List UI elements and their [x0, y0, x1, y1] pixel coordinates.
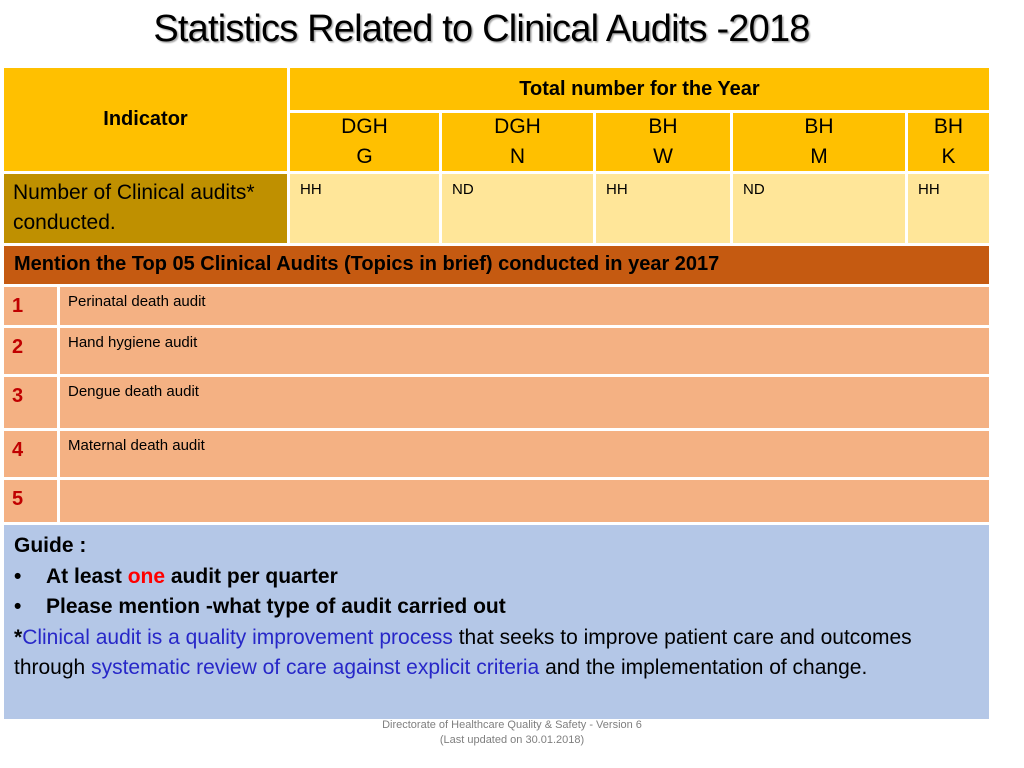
column-header-bhw: BH W: [596, 113, 730, 171]
column-header-line1: BH: [933, 115, 964, 138]
guide-bullet-1: • At least one audit per quarter: [14, 562, 979, 593]
column-header-line2: M: [810, 145, 828, 168]
guide-heading: Guide :: [14, 534, 87, 557]
audit-row-topic: Perinatal death audit: [60, 287, 989, 325]
column-header-line2: G: [356, 145, 373, 168]
guide-bullet-2-text: Please mention -what type of audit carri…: [46, 595, 506, 618]
guide-note: *Clinical audit is a quality improvement…: [14, 623, 979, 684]
bullet-icon: •: [14, 564, 22, 588]
indicator-value-bhm: ND: [733, 174, 905, 243]
page-title: Statistics Related to Clinical Audits -2…: [153, 8, 810, 50]
column-header-line1: BH: [804, 115, 834, 138]
column-header-dghn: DGH N: [442, 113, 593, 171]
column-header-line2: N: [509, 145, 526, 168]
indicator-header-label: Indicator: [103, 108, 188, 130]
top-audits-banner: Mention the Top 05 Clinical Audits (Topi…: [4, 246, 989, 284]
column-header-line1: BH: [648, 115, 678, 138]
guide-bullet-1-pre: At least: [46, 564, 128, 588]
guide-note-mid: that seeks to improve patient care and o…: [14, 625, 912, 680]
indicator-value-dghg: HH: [290, 174, 439, 243]
indicator-header: Indicator: [4, 68, 287, 171]
audit-row-number: 5: [4, 480, 57, 522]
audit-row-number: 2: [4, 328, 57, 374]
column-header-line2: K: [941, 145, 956, 168]
column-header-bhm: BH M: [733, 113, 905, 171]
total-header-label: Total number for the Year: [519, 77, 760, 100]
footer: Directorate of Healthcare Quality & Safe…: [312, 718, 712, 748]
footer-line-1: Directorate of Healthcare Quality & Safe…: [382, 719, 642, 731]
bullet-icon: •: [14, 595, 22, 618]
audit-row-topic: [60, 480, 989, 522]
column-header-line1: DGH: [494, 115, 541, 138]
indicator-value-bhk: HH: [908, 174, 989, 243]
guide-bullet-1-highlight: one: [127, 564, 166, 588]
column-header-line1: DGH: [341, 115, 388, 138]
guide-bullet-2: • Please mention -what type of audit carr…: [14, 592, 979, 623]
audit-row-number: 1: [4, 287, 57, 325]
audit-row-topic: Maternal death audit: [60, 431, 989, 477]
indicator-value-dghn: ND: [442, 174, 593, 243]
indicator-row-label: Number of Clinical audits* conducted.: [4, 174, 287, 243]
total-header: Total number for the Year: [290, 68, 989, 110]
audit-row-topic: Dengue death audit: [60, 377, 989, 428]
guide-note-star: *: [14, 625, 23, 649]
audit-row-topic: Hand hygiene audit: [60, 328, 989, 374]
audit-row-number: 4: [4, 431, 57, 477]
guide-note-end: and the implementation of change.: [539, 656, 868, 679]
indicator-value-bhw: HH: [596, 174, 730, 243]
audit-row-number: 3: [4, 377, 57, 428]
column-header-line2: W: [653, 145, 673, 168]
guide-box: Guide : • At least one audit per quarter …: [4, 525, 989, 719]
column-header-bhk: BH K: [908, 113, 989, 171]
footer-line-2: (Last updated on 30.01.2018): [439, 734, 585, 746]
guide-note-blue1: Clinical audit is a quality improvement …: [22, 625, 453, 649]
column-header-dghg: DGH G: [290, 113, 439, 171]
guide-bullet-1-post: audit per quarter: [165, 564, 338, 588]
guide-note-blue2: systematic review of care against explic…: [91, 656, 540, 679]
